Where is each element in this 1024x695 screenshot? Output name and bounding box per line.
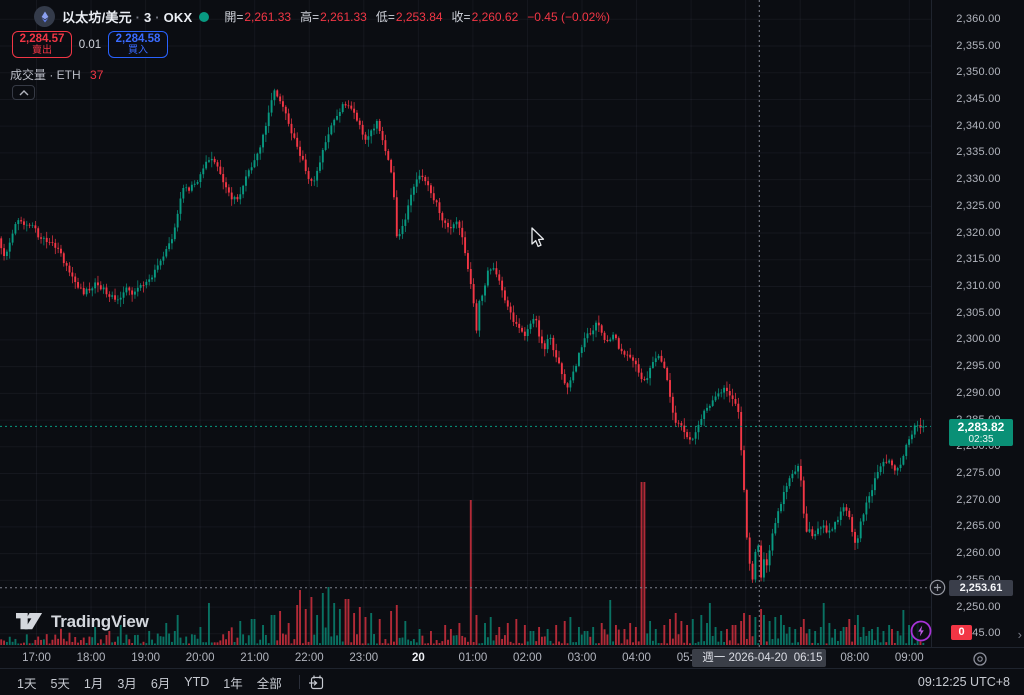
symbol-header: 以太坊/美元 · 3 · OKX 開=2,261.33 高=2,261.33 低… <box>34 6 610 27</box>
time-tick: 03:00 <box>567 652 597 664</box>
time-tick: 18:00 <box>76 652 106 664</box>
price-tick: 2,290.00 <box>956 386 1001 399</box>
time-tick: 21:00 <box>240 652 270 664</box>
add-alert-plus-icon[interactable] <box>929 579 946 596</box>
price-tick: 2,345.00 <box>956 92 1001 105</box>
collapse-legend-button[interactable] <box>12 85 35 100</box>
price-tick: 2,305.00 <box>956 306 1001 319</box>
time-tick: 23:00 <box>349 652 379 664</box>
tradingview-logo[interactable]: TradingView <box>16 610 149 634</box>
market-status-dot[interactable] <box>199 11 210 22</box>
volume-value-badge: 0 <box>951 625 972 640</box>
price-tick: 2,360.00 <box>956 12 1001 25</box>
price-tick: 2,265.00 <box>956 520 1001 533</box>
time-axis[interactable]: 週一 2026-04-20 06:15 17:00 18:00 19:00 20:00… <box>0 647 1024 668</box>
change-value: −0.45 (−0.02%) <box>527 9 611 24</box>
price-tick: 2,250.00 <box>956 600 1001 613</box>
time-tick: 20:00 <box>185 652 215 664</box>
last-price-badge: 2,283.82 02:35 <box>949 419 1013 447</box>
volume-indicator-legend[interactable]: 成交量 · ETH 37 <box>10 68 104 82</box>
price-tick: 2,320.00 <box>956 226 1001 239</box>
range-button-1天[interactable]: 1天 <box>17 676 37 691</box>
clock-timezone[interactable]: 09:12:25 UTC+8 <box>917 675 1010 689</box>
sell-price: 2,284.57 <box>19 33 65 45</box>
range-button-1月[interactable]: 1月 <box>83 676 104 691</box>
price-tick: 2,315.00 <box>956 253 1001 266</box>
tradingview-mark-icon <box>16 613 43 630</box>
price-tick: 2,275.00 <box>956 466 1001 479</box>
instant-order-lightning-icon[interactable] <box>910 620 932 642</box>
bar-countdown: 02:35 <box>968 434 994 446</box>
time-tick: 20 <box>411 652 425 664</box>
price-tick: 2,300.00 <box>956 333 1001 346</box>
time-tick: 17:00 <box>22 652 51 664</box>
calendar-goto-icon <box>308 675 323 689</box>
range-button-3月[interactable]: 3月 <box>117 676 137 691</box>
price-tick: 2,270.00 <box>956 493 1001 506</box>
toolbar-divider <box>298 675 300 689</box>
bottom-toolbar: 1天 5天 1月 3月 6月 YTD 1年 全部 09:12:25 UTC+8 <box>0 668 1024 695</box>
price-tick: 2,325.00 <box>956 199 1001 212</box>
price-scale-more-chevron-icon[interactable]: › <box>1017 627 1022 642</box>
time-tick: 19:00 <box>131 652 160 664</box>
buy-price: 2,284.58 <box>115 33 161 45</box>
range-button-6月[interactable]: 6月 <box>150 676 171 691</box>
crosshair-time-badge: 週一 2026-04-20 06:15 <box>692 649 827 667</box>
ohlc-readout: 開=2,261.33 高=2,261.33 低=2,253.84 收=2,260… <box>224 9 611 25</box>
price-tick: 2,335.00 <box>956 146 1001 159</box>
candlestick-chart-canvas[interactable] <box>0 0 931 647</box>
high-value: 2,261.33 <box>320 10 367 24</box>
range-button-1年[interactable]: 1年 <box>223 676 243 691</box>
last-price-value: 2,283.82 <box>957 420 1005 435</box>
range-button-YTD[interactable]: YTD <box>184 675 210 689</box>
time-tick: 01:00 <box>458 652 488 664</box>
low-value: 2,253.84 <box>395 10 443 24</box>
chevron-up-icon <box>19 89 28 95</box>
time-tick: 09:00 <box>894 652 924 664</box>
sell-button[interactable]: 2,284.57 賣出 <box>12 31 72 58</box>
time-tick: 08:00 <box>840 652 870 664</box>
range-buttons: 1天 5天 1月 3月 6月 YTD 1年 全部 <box>12 670 291 695</box>
range-button-全部[interactable]: 全部 <box>256 676 282 691</box>
time-axis-settings-icon[interactable] <box>972 651 988 667</box>
price-tick: 2,350.00 <box>956 66 1001 79</box>
open-value: 2,261.33 <box>244 10 292 24</box>
eth-symbol-icon <box>34 6 55 27</box>
tradingview-logo-text: TradingView <box>51 612 149 631</box>
time-tick: 02:00 <box>513 652 542 664</box>
range-button-5天[interactable]: 5天 <box>50 676 70 691</box>
price-axis[interactable]: 2,283.82 02:35 2,253.61 0 › 2,360.00 2,35… <box>931 0 1024 647</box>
time-tick: 04:00 <box>622 652 651 664</box>
symbol-name[interactable]: 以太坊/美元 · 3 · OKX <box>62 10 193 25</box>
goto-date-button[interactable] <box>308 674 325 691</box>
close-value: 2,260.62 <box>471 10 519 24</box>
price-tick: 2,245.00 <box>956 627 1001 640</box>
price-tick: 2,330.00 <box>956 173 1001 186</box>
buy-button[interactable]: 2,284.58 買入 <box>108 31 168 58</box>
price-tick: 2,310.00 <box>956 279 1001 292</box>
crosshair-price-badge: 2,253.61 <box>949 579 1013 596</box>
trade-buttons: 2,284.57 賣出 0.01 2,284.58 買入 <box>12 31 168 58</box>
spread-value: 0.01 <box>78 38 102 51</box>
price-tick: 2,260.00 <box>956 547 1001 560</box>
price-tick: 2,355.00 <box>956 39 1001 52</box>
price-tick: 2,340.00 <box>956 119 1001 132</box>
exchange-name: OKX <box>163 10 193 25</box>
price-tick: 2,295.00 <box>956 360 1001 373</box>
interval-value: 3 <box>143 10 152 25</box>
time-tick: 22:00 <box>294 652 324 664</box>
volume-indicator-value: 37 <box>90 68 104 82</box>
